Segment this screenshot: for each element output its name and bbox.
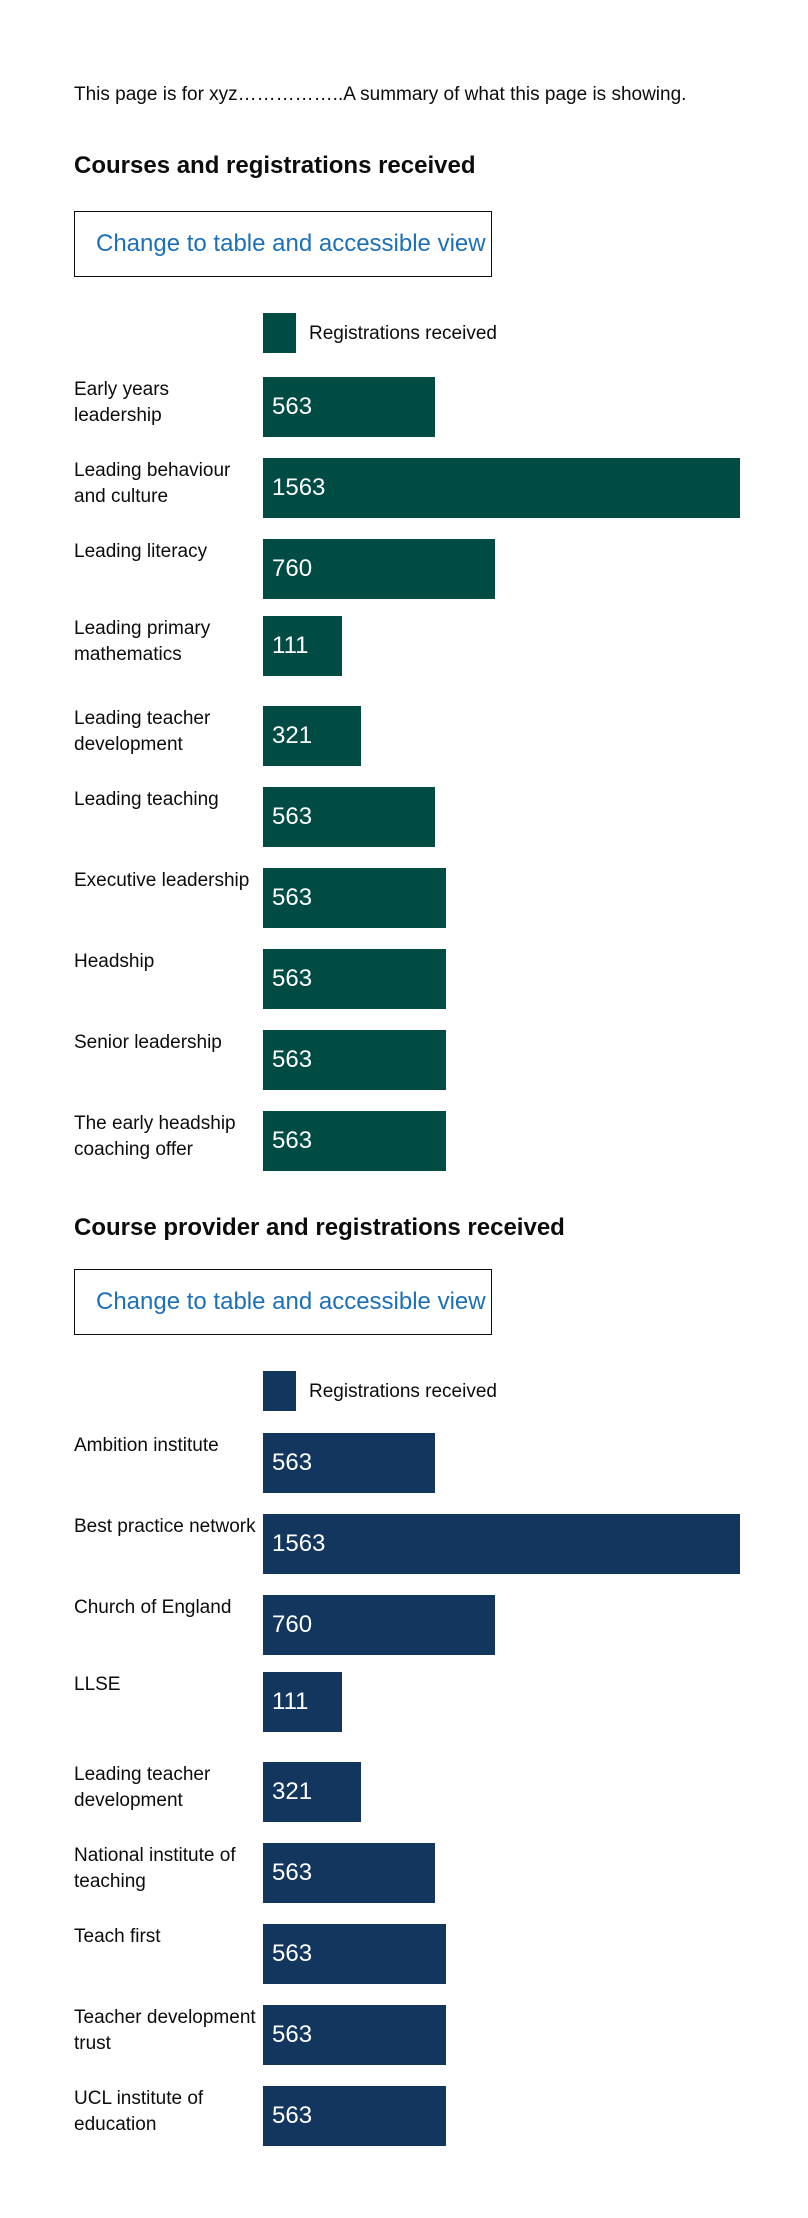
category-label: National institute of teaching — [74, 1845, 236, 1892]
legend-label: Registrations received — [309, 323, 497, 344]
intro-summary: This page is for xyz……………..A summary of … — [74, 84, 687, 105]
bar: 563 — [263, 2005, 446, 2065]
bar: 111 — [263, 1672, 342, 1732]
change-to-table-view-button[interactable]: Change to table and accessible view — [74, 211, 492, 277]
category-label: LLSE — [74, 1674, 121, 1695]
category-label: Teach first — [74, 1926, 161, 1947]
bar: 563 — [263, 1111, 446, 1171]
bar: 563 — [263, 377, 435, 437]
bar: 321 — [263, 706, 361, 766]
category-label: Teacher development trust — [74, 2007, 256, 2054]
legend-label: Registrations received — [309, 1381, 497, 1402]
bar: 563 — [263, 1433, 435, 1493]
bar: 563 — [263, 868, 446, 928]
bar: 321 — [263, 1762, 361, 1822]
category-label: Leading behaviour and culture — [74, 460, 231, 507]
section-title: Course provider and registrations receiv… — [74, 1214, 565, 1241]
providers-section: Course provider and registrations receiv… — [74, 1212, 774, 2146]
category-label: Headship — [74, 951, 155, 972]
category-label: Leading literacy — [74, 541, 208, 562]
category-label: Senior leadership — [74, 1032, 222, 1053]
category-label: Leading teacher development — [74, 1764, 211, 1811]
bar: 1563 — [263, 1514, 740, 1574]
category-label: Ambition institute — [74, 1435, 219, 1456]
category-label: The early headship coaching offer — [74, 1113, 236, 1160]
category-label: Leading teaching — [74, 789, 219, 810]
category-label: Church of England — [74, 1597, 232, 1618]
bar: 1563 — [263, 458, 740, 518]
category-label: Early years leadership — [74, 379, 170, 426]
category-label: Leading teacher development — [74, 708, 211, 755]
courses-section: Courses and registrations received Chang… — [74, 150, 774, 1171]
category-label: Best practice network — [74, 1516, 256, 1537]
bar: 563 — [263, 1843, 435, 1903]
bar: 563 — [263, 1030, 446, 1090]
bar: 563 — [263, 787, 435, 847]
legend-swatch — [263, 1371, 296, 1411]
section-title: Courses and registrations received — [74, 152, 476, 179]
bar: 563 — [263, 949, 446, 1009]
bar: 760 — [263, 539, 495, 599]
bar: 563 — [263, 2086, 446, 2146]
bar: 563 — [263, 1924, 446, 1984]
category-label: Leading primary mathematics — [74, 618, 211, 665]
bar: 760 — [263, 1595, 495, 1655]
category-label: Executive leadership — [74, 870, 250, 891]
legend-swatch — [263, 313, 296, 353]
bar: 111 — [263, 616, 342, 676]
change-to-table-view-button[interactable]: Change to table and accessible view — [74, 1269, 492, 1335]
category-label: UCL institute of education — [74, 2088, 204, 2135]
